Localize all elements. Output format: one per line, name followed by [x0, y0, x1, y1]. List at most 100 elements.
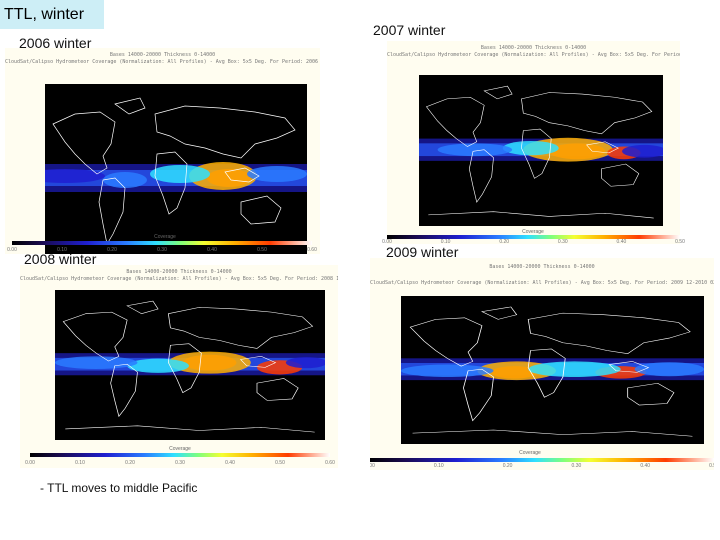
colorbar-tick-label: 0.30 [157, 247, 167, 253]
coastline [521, 128, 552, 179]
map-panel-2009: Bases 14000-20000 Thickness 0-14000 Clou… [370, 258, 714, 470]
panel-header-line1: Bases 14000-20000 Thickness 0-14000 [126, 269, 232, 275]
colorbar-tick-label: 0.00 [370, 463, 375, 469]
colorbar-tick-label: 0.20 [502, 463, 513, 469]
coastline [586, 141, 619, 154]
coastline [480, 306, 518, 320]
colorbar-tick-label: 0.40 [640, 463, 651, 469]
panel-header-line1: Bases 14000-20000 Thickness 0-14000 [109, 52, 216, 58]
coverage-hotspot [103, 172, 147, 188]
colorbar-tick-label: 0.50 [275, 460, 285, 466]
coverage-hotspot [528, 361, 621, 378]
coastline [154, 151, 188, 215]
map-panel-2007: Bases 14000-20000 Thickness 0-14000 Clou… [387, 41, 680, 244]
coastline [463, 368, 494, 422]
coverage-hotspot [634, 362, 704, 377]
coastline [412, 429, 693, 437]
panel-header-line2: CloudSat/Calipso Hydrometeor Coverage (N… [20, 276, 338, 282]
panel-label-2009: 2009 winter [386, 244, 459, 260]
coastline [62, 311, 128, 362]
coverage-hotspot [622, 144, 663, 158]
coverage-hotspot [285, 357, 325, 369]
colorbar-label: Coverage [522, 229, 544, 235]
colorbar-ticks: 0.00 0.10 0.20 0.30 0.40 0.50 0.60 [7, 247, 317, 254]
map-panel-2008: Bases 14000-20000 Thickness 0-14000 Clou… [20, 265, 338, 468]
colorbar-tick-label: 0.40 [616, 239, 627, 245]
coastline [601, 163, 640, 187]
coverage-hotspot [150, 165, 210, 183]
coverage-hotspot [247, 166, 307, 182]
coastline [627, 382, 675, 406]
colorbar-tick-label: 0.10 [440, 239, 451, 245]
coverage-hotspot [502, 140, 559, 156]
colorbar-tick-label: 0.40 [225, 460, 235, 466]
coastline [167, 343, 202, 394]
colorbar-tick-label: 0.10 [433, 463, 444, 469]
coverage-hotspot [401, 364, 494, 378]
panel-label-2008: 2008 winter [24, 251, 97, 267]
coastline [527, 348, 566, 398]
panel-header-line2: CloudSat/Calipso Hydrometeor Coverage (N… [387, 52, 680, 58]
coastline [521, 92, 653, 135]
colorbar [370, 458, 714, 462]
coverage-hotspot [437, 143, 513, 157]
panel-header-line2: CloudSat/Calipso Hydrometeor Coverage (N… [5, 59, 320, 65]
coastline [126, 300, 159, 314]
colorbar-tick-label: 0.50 [709, 463, 714, 469]
colorbar-ticks: 0.00 0.10 0.20 0.30 0.40 0.50 [382, 239, 685, 246]
coastline [240, 195, 282, 225]
coastline [167, 307, 314, 349]
colorbar-ticks: 0.00 0.10 0.20 0.30 0.40 0.50 0.60 [25, 460, 335, 467]
panel-header-line1: Bases 14000-20000 Thickness 0-14000 [489, 264, 595, 270]
colorbar-ticks: 0.00 0.10 0.20 0.30 0.40 0.50 [370, 463, 714, 470]
colorbar [30, 453, 330, 457]
colorbar-tick-label: 0.40 [207, 247, 217, 253]
coverage-hotspot [45, 169, 105, 183]
colorbar-label: Coverage [154, 234, 176, 240]
colorbar-tick-label: 0.00 [7, 247, 17, 253]
colorbar-label: Coverage [169, 446, 191, 452]
map-panel-2006: Bases 14000-20000 Thickness 0-14000 Clou… [5, 48, 320, 254]
colorbar-tick-label: 0.50 [675, 239, 685, 245]
colorbar-tick-label: 0.60 [325, 460, 335, 466]
coastline [98, 177, 126, 245]
coastline [224, 167, 260, 183]
colorbar-tick-label: 0.10 [57, 247, 67, 253]
coastline [483, 85, 513, 100]
colorbar-tick-label: 0.20 [107, 247, 117, 253]
coastline [114, 97, 146, 115]
bullet-note: - TTL moves to middle Pacific [40, 481, 198, 495]
coastline [65, 425, 315, 433]
coastline [239, 356, 277, 368]
panel-label-2006: 2006 winter [19, 35, 92, 51]
coverage-hotspot [55, 356, 138, 369]
colorbar-tick-label: 0.60 [307, 247, 317, 253]
colorbar-tick-label: 0.00 [25, 460, 35, 466]
colorbar-tick-label: 0.30 [557, 239, 568, 245]
colorbar-tick-label: 0.30 [175, 460, 185, 466]
coastline [256, 378, 299, 401]
coastline [468, 149, 494, 203]
coverage-hotspot [127, 358, 189, 373]
coastline [409, 317, 483, 367]
colorbar [387, 235, 680, 239]
colorbar-tick-label: 0.20 [125, 460, 135, 466]
coastline [608, 361, 650, 373]
coverage-map [419, 75, 663, 226]
coverage-map [55, 290, 325, 440]
panel-header-line2: CloudSat/Calipso Hydrometeor Coverage (N… [370, 280, 714, 286]
coverage-map [401, 296, 704, 444]
coastline [154, 105, 296, 159]
colorbar-tick-label: 0.50 [257, 247, 267, 253]
coastline [527, 312, 691, 354]
panel-label-2007: 2007 winter [373, 22, 446, 38]
colorbar-tick-label: 0.10 [75, 460, 85, 466]
panel-header-line1: Bases 14000-20000 Thickness 0-14000 [480, 45, 587, 51]
coverage-map [45, 84, 307, 254]
slide-title: TTL, winter [0, 0, 104, 29]
colorbar [12, 241, 312, 245]
coastline [428, 211, 654, 219]
coastline [110, 363, 138, 418]
colorbar-tick-label: 0.20 [499, 239, 510, 245]
coastline [52, 111, 116, 175]
